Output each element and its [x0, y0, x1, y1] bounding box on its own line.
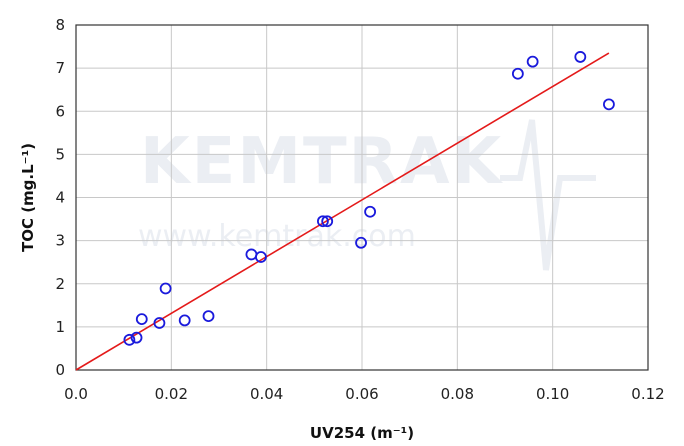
y-tick-label: 1	[55, 318, 65, 336]
y-tick-label: 3	[55, 232, 65, 250]
plot-frame	[75, 24, 649, 371]
data-point	[159, 282, 172, 295]
data-point	[153, 317, 166, 329]
y-tick-label: 2	[55, 275, 65, 293]
y-tick-label: 7	[55, 59, 65, 77]
x-axis-label: UV254 (m⁻¹)	[310, 424, 414, 442]
data-points	[123, 51, 615, 346]
x-tick-label: 0.02	[155, 385, 188, 403]
x-tick-label: 0.0	[64, 385, 88, 403]
x-tick-label: 0.04	[250, 385, 283, 403]
x-tick-label: 0.08	[441, 385, 474, 403]
data-point	[130, 331, 143, 344]
watermark-url: www.kemtrak.com	[138, 219, 416, 254]
data-point	[202, 310, 215, 322]
watermark-pulse-icon	[500, 119, 596, 271]
regression-line	[75, 52, 610, 371]
data-point	[355, 236, 367, 249]
grid	[75, 24, 649, 371]
x-tick-labels: 0.0 0.02 0.04 0.06 0.08 0.10 0.12	[64, 385, 665, 403]
data-point	[603, 98, 615, 111]
y-tick-label: 0	[55, 361, 65, 379]
y-tick-label: 8	[55, 16, 65, 34]
watermark-brand: KEMTRAK	[140, 125, 503, 199]
data-point	[321, 215, 334, 228]
data-point	[135, 313, 148, 326]
x-tick-label: 0.10	[536, 385, 569, 403]
data-point	[123, 333, 136, 346]
y-tick-labels: 0 1 2 3 4 5 6 7 8	[55, 16, 65, 379]
x-tick-label: 0.12	[631, 385, 664, 403]
y-axis-label: TOC (mg.L⁻¹)	[19, 143, 37, 252]
data-point	[574, 51, 587, 63]
watermark: KEMTRAK www.kemtrak.com	[138, 119, 596, 271]
data-point	[178, 314, 191, 327]
y-tick-label: 6	[55, 102, 65, 120]
y-tick-label: 4	[55, 189, 65, 207]
data-point	[511, 67, 524, 80]
data-point	[317, 215, 329, 228]
data-point	[526, 55, 539, 68]
data-point	[255, 251, 267, 263]
data-point	[364, 205, 377, 218]
y-tick-label: 5	[55, 145, 65, 163]
x-tick-label: 0.06	[345, 385, 378, 403]
